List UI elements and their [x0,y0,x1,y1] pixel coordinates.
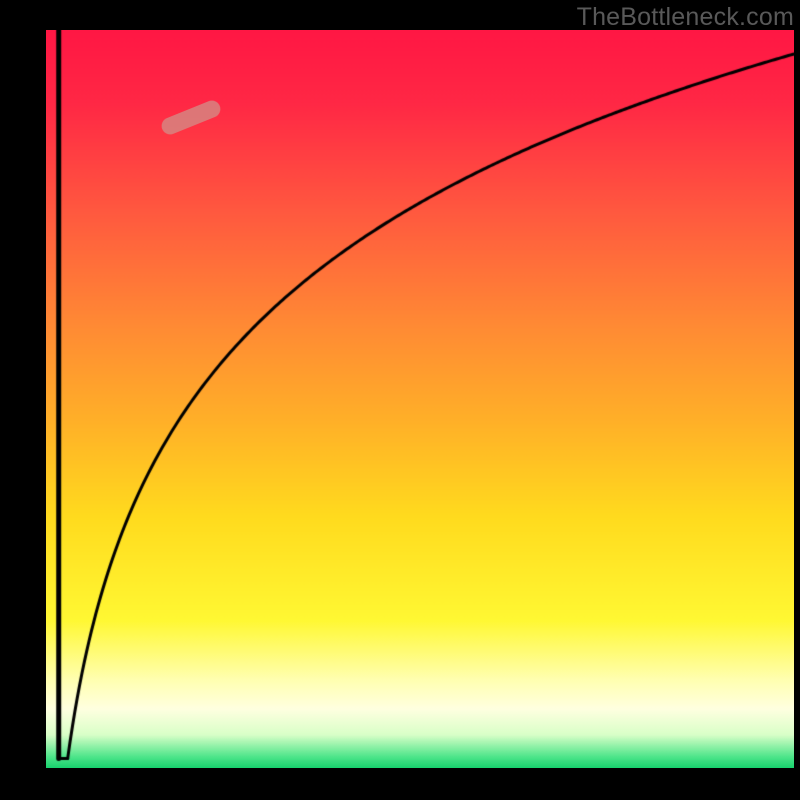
bottleneck-curve [46,30,794,768]
watermark-label: TheBottleneck.com [577,3,794,32]
